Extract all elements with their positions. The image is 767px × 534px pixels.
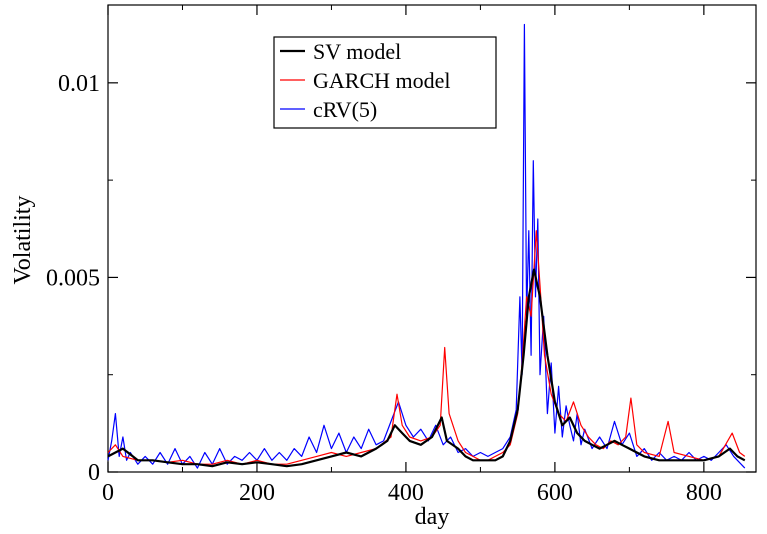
legend-label-sv: SV model (313, 39, 401, 64)
axis-tick-labels: 0 200 400 600 800 0 0.005 0.01 (46, 71, 722, 506)
y-axis-label: Volatility (10, 196, 36, 285)
series-line-sv-model (107, 268, 746, 468)
axis-ticks (107, 5, 756, 473)
legend-label-crv: cRV(5) (313, 97, 377, 122)
series-layer (107, 23, 746, 469)
legend-box (273, 36, 497, 129)
x-tick-label: 800 (686, 480, 722, 506)
legend: SV model GARCH model cRV(5) (273, 36, 497, 129)
series-line-garch-model (107, 230, 746, 465)
y-tick-label: 0 (88, 460, 100, 486)
x-tick-label: 0 (102, 480, 114, 506)
x-tick-label: 600 (537, 480, 573, 506)
y-tick-label: 0.005 (46, 265, 100, 291)
x-tick-label: 400 (388, 480, 424, 506)
y-tick-label: 0.01 (58, 71, 100, 97)
x-tick-label: 200 (239, 480, 275, 506)
plot-area-frame (107, 4, 757, 473)
x-axis-label: day (415, 504, 450, 530)
legend-label-garch: GARCH model (313, 68, 451, 93)
